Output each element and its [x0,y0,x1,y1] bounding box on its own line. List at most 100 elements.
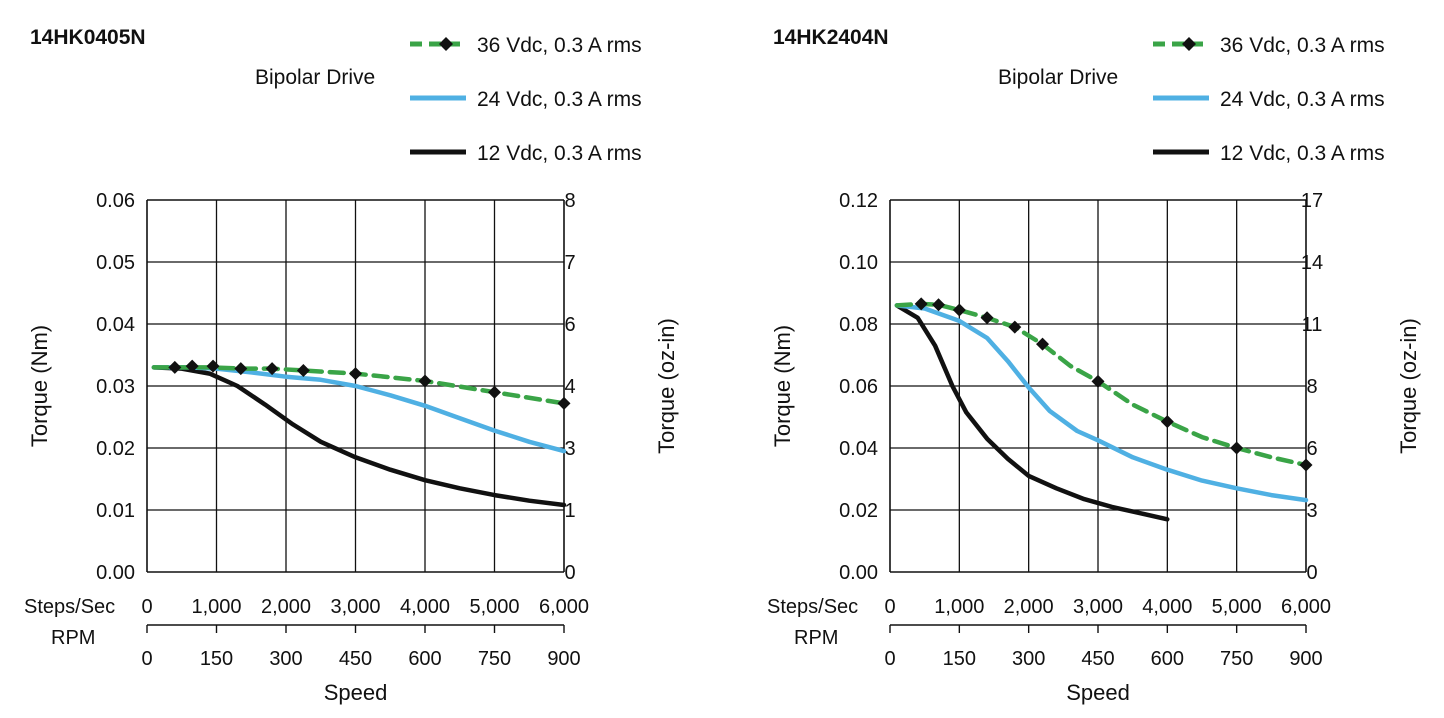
y2-tick-label: 8 [1306,376,1317,398]
x-tick-label-rpm: 300 [269,648,302,670]
x-tick-label-rpm: 150 [943,648,976,670]
y-tick-label: 0.10 [839,252,878,274]
y2-tick-label: 11 [1302,314,1323,336]
x-tick-label-steps: 6,000 [1281,596,1331,618]
x-tick-label-steps: 5,000 [469,596,519,618]
legend-marker-diamond [1182,37,1196,51]
chart-14hk2404n: 14HK2404N Bipolar Drive 36 Vdc, 0.3 A rms 2… [767,26,1421,705]
data-point-diamond [1160,415,1174,429]
chart-subtitle: Bipolar Drive [255,66,375,89]
x-tick-label-steps: 1,000 [934,596,984,618]
x-tick-label-steps: 2,000 [261,596,311,618]
y-tick-label: 0.02 [839,500,878,522]
data-point-diamond [1008,320,1022,334]
rpm-label: RPM [51,627,95,649]
x-tick-label-rpm: 0 [141,648,152,670]
y-tick-label: 0.04 [96,314,135,336]
y-tick-label: 0.06 [96,190,135,212]
series-line [151,365,567,508]
data-point-diamond [234,362,248,376]
y-tick-label: 0.02 [96,438,135,460]
x-tick-label-steps: 4,000 [400,596,450,618]
x-tick-label-rpm: 0 [884,648,895,670]
x-tick-label-rpm: 450 [1081,648,1114,670]
chart-title: 14HK2404N [773,26,889,49]
data-point-diamond [185,359,199,373]
y-tick-label: 0.04 [839,438,878,460]
y-tick-label: 0.03 [96,376,135,398]
rpm-label: RPM [794,627,838,649]
chart-14hk0405n: 14HK0405N Bipolar Drive 36 Vdc, 0.3 A rms 2… [24,26,679,705]
data-point-diamond [557,396,571,410]
x-tick-label-steps: 0 [141,596,152,618]
data-point-diamond [168,360,182,374]
y-axis-title: Torque (Nm) [770,325,795,447]
y2-tick-label: 0 [564,562,575,584]
data-point-diamond [418,374,432,388]
y2-tick-label: 6 [564,314,575,336]
steps-per-sec-label: Steps/Sec [24,596,115,618]
series-line [894,301,1309,468]
legend-marker-diamond [439,37,453,51]
x-tick-label-rpm: 450 [339,648,372,670]
legend-label: 24 Vdc, 0.3 A rms [1220,88,1385,111]
y-axis-title: Torque (Nm) [27,325,52,447]
data-point-diamond [1036,337,1050,351]
chart-title: 14HK0405N [30,26,146,49]
x-tick-label-rpm: 150 [200,648,233,670]
y2-axis-title: Torque (oz-in) [654,318,679,454]
y2-tick-label: 3 [564,438,575,460]
y2-tick-label: 3 [1306,500,1317,522]
x-tick-label-rpm: 300 [1012,648,1045,670]
x-axis-title: Speed [1066,680,1130,705]
data-point-diamond [914,297,928,311]
x-tick-label-steps: 3,000 [1073,596,1123,618]
steps-per-sec-label: Steps/Sec [767,596,858,618]
y2-axis-title: Torque (oz-in) [1396,318,1421,454]
x-tick-label-rpm: 900 [1289,648,1322,670]
y2-tick-label: 14 [1301,252,1323,274]
legend-label: 12 Vdc, 0.3 A rms [1220,142,1385,165]
y2-tick-label: 0 [1306,562,1317,584]
legend-label: 36 Vdc, 0.3 A rms [477,34,642,57]
y-tick-label: 0.00 [839,562,878,584]
x-tick-label-steps: 3,000 [330,596,380,618]
x-tick-label-rpm: 600 [408,648,441,670]
legend-label: 24 Vdc, 0.3 A rms [477,88,642,111]
data-point-diamond [932,298,946,312]
y-tick-label: 0.01 [96,500,135,522]
legend-label: 36 Vdc, 0.3 A rms [1220,34,1385,57]
y2-tick-label: 1 [564,500,575,522]
data-point-diamond [349,367,362,381]
data-point-diamond [488,385,501,399]
series-line [894,303,1170,522]
y-tick-label: 0.06 [839,376,878,398]
data-point-diamond [952,303,966,317]
y2-tick-label: 17 [1301,190,1323,212]
legend-label: 12 Vdc, 0.3 A rms [477,142,642,165]
x-tick-label-steps: 2,000 [1004,596,1054,618]
x-tick-label-rpm: 750 [478,648,511,670]
x-tick-label-rpm: 900 [547,648,580,670]
data-point-diamond [1230,441,1244,455]
x-tick-label-steps: 1,000 [191,596,241,618]
x-tick-label-steps: 0 [884,596,895,618]
data-point-diamond [980,311,994,325]
data-point-diamond [296,364,310,377]
x-axis-title: Speed [324,680,388,705]
y2-tick-label: 4 [564,376,575,398]
y-tick-label: 0.08 [839,314,878,336]
x-tick-label-steps: 5,000 [1212,596,1262,618]
y-tick-label: 0.12 [839,190,878,212]
data-point-diamond [265,362,279,376]
y-tick-label: 0.05 [96,252,135,274]
y2-tick-label: 7 [564,252,575,274]
series-line [894,303,1309,503]
data-point-diamond [206,359,220,373]
y-tick-label: 0.00 [96,562,135,584]
data-point-diamond [1299,458,1313,472]
y2-tick-label: 6 [1306,438,1317,460]
x-tick-label-steps: 4,000 [1142,596,1192,618]
chart-subtitle: Bipolar Drive [998,66,1118,89]
